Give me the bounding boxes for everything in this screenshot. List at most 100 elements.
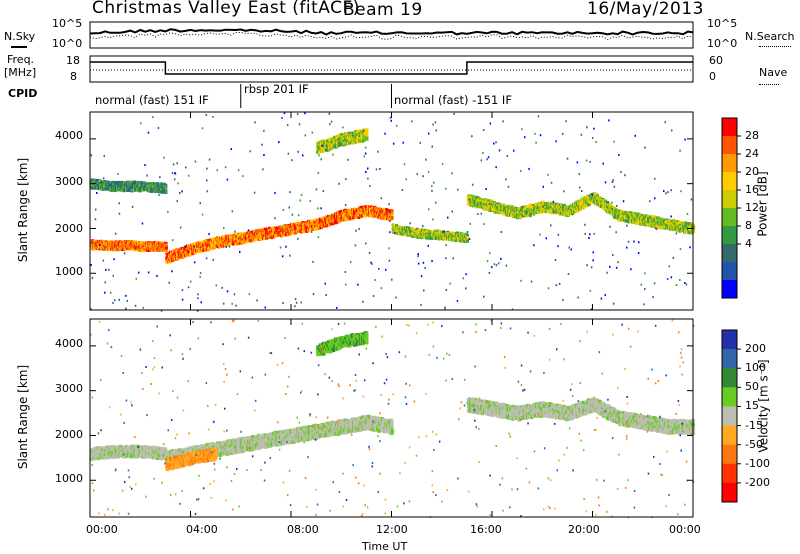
heatmap-speck — [135, 277, 138, 280]
heatmap-speck — [224, 166, 227, 169]
heatmap-speck — [589, 160, 591, 163]
heatmap-speck — [171, 270, 173, 273]
heatmap-cell — [532, 212, 536, 216]
heatmap-speck — [365, 171, 367, 173]
heatmap-speck — [644, 146, 646, 149]
heatmap-speck — [118, 202, 120, 205]
heatmap-speck — [530, 280, 533, 283]
heatmap-speck — [592, 251, 594, 254]
heatmap-speck — [452, 257, 454, 260]
heatmap-speck — [634, 134, 636, 137]
heatmap-cell — [117, 182, 121, 186]
heatmap-cell — [164, 186, 168, 190]
heatmap-speck — [654, 227, 657, 230]
heatmap-speck — [643, 303, 645, 306]
heatmap-speck — [226, 290, 229, 293]
heatmap-cell — [605, 206, 609, 210]
heatmap-speck — [223, 227, 225, 230]
heatmap-speck — [221, 286, 223, 289]
heatmap-speck — [278, 141, 280, 144]
heatmap-speck — [500, 231, 503, 233]
heatmap-speck — [666, 278, 669, 280]
heatmap-cell — [245, 240, 249, 244]
heatmap-cell — [356, 133, 360, 137]
heatmap-cell — [160, 182, 163, 186]
heatmap-speck — [480, 212, 483, 215]
heatmap-cell — [324, 146, 328, 150]
heatmap-speck — [644, 288, 646, 291]
heatmap-speck — [156, 274, 158, 277]
heatmap-speck — [345, 178, 347, 180]
heatmap-speck — [427, 132, 430, 135]
heatmap-cell — [480, 203, 484, 207]
heatmap-speck — [679, 149, 681, 152]
heatmap-speck — [201, 127, 204, 130]
heatmap-speck — [126, 299, 129, 302]
heatmap-speck — [389, 220, 391, 223]
heatmap-speck — [445, 187, 447, 190]
heatmap-speck — [312, 293, 315, 296]
heatmap-speck — [684, 282, 686, 284]
heatmap-speck — [495, 141, 497, 144]
heatmap-speck — [216, 169, 218, 172]
heatmap-speck — [355, 229, 357, 232]
heatmap-cell — [351, 139, 355, 143]
heatmap-speck — [387, 210, 389, 213]
heatmap-speck — [242, 175, 244, 178]
heatmap-speck — [488, 202, 491, 205]
heatmap-speck — [377, 150, 379, 153]
heatmap-cell — [456, 231, 460, 235]
heatmap-speck — [239, 250, 241, 253]
heatmap-speck — [118, 212, 121, 215]
heatmap-cell — [326, 139, 330, 143]
heatmap-speck — [385, 268, 387, 271]
heatmap-cell — [164, 249, 168, 253]
heatmap-speck — [389, 231, 391, 234]
heatmap-speck — [488, 271, 491, 274]
heatmap-speck — [300, 301, 302, 304]
heatmap-speck — [586, 126, 588, 129]
heatmap-speck — [263, 154, 265, 156]
heatmap-cell — [365, 128, 369, 132]
heatmap-speck — [364, 152, 367, 155]
heatmap-speck — [285, 245, 287, 248]
heatmap-speck — [200, 301, 202, 304]
heatmap-speck — [317, 236, 320, 239]
heatmap-cell — [543, 210, 547, 214]
heatmap-speck — [417, 253, 419, 256]
heatmap-speck — [291, 213, 294, 216]
heatmap-speck — [261, 143, 263, 146]
heatmap-speck — [302, 154, 304, 157]
heatmap-speck — [99, 244, 101, 246]
heatmap-speck — [570, 248, 572, 251]
heatmap-cell — [138, 184, 142, 187]
heatmap-speck — [611, 201, 613, 204]
heatmap-speck — [432, 123, 434, 126]
heatmap-speck — [689, 246, 691, 249]
heatmap-speck — [256, 299, 258, 302]
heatmap-speck — [91, 276, 94, 279]
heatmap-cell — [345, 217, 349, 221]
heatmap-cell — [537, 211, 541, 215]
heatmap-speck — [409, 222, 411, 225]
heatmap-speck — [447, 216, 449, 219]
heatmap-speck — [370, 261, 372, 264]
heatmap-speck — [609, 225, 611, 228]
heatmap-speck — [228, 245, 231, 248]
heatmap-cell — [177, 256, 180, 260]
heatmap-speck — [685, 283, 688, 286]
heatmap-speck — [563, 190, 565, 193]
heatmap-speck — [311, 131, 314, 134]
heatmap-speck — [419, 141, 421, 144]
heatmap-speck — [380, 197, 383, 200]
heatmap-speck — [679, 228, 681, 231]
heatmap-speck — [468, 238, 471, 240]
heatmap-speck — [195, 245, 198, 248]
heatmap-speck — [653, 282, 656, 285]
heatmap-cell — [421, 228, 425, 232]
heatmap-speck — [405, 178, 407, 181]
heatmap-speck — [530, 215, 532, 218]
heatmap-speck — [390, 119, 392, 122]
heatmap-speck — [125, 307, 127, 310]
heatmap-cell — [672, 218, 676, 222]
